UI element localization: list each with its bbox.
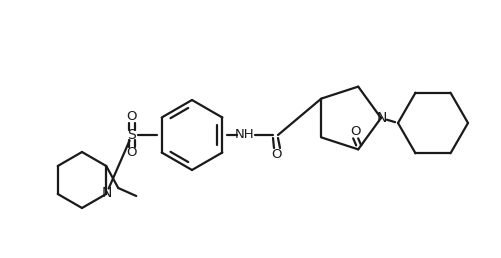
Text: O: O xyxy=(126,110,137,124)
Text: NH: NH xyxy=(235,128,255,141)
Text: S: S xyxy=(127,128,136,142)
Text: O: O xyxy=(349,125,360,138)
Text: N: N xyxy=(376,111,386,125)
Text: O: O xyxy=(271,149,282,162)
Text: N: N xyxy=(102,186,112,200)
Text: O: O xyxy=(126,147,137,159)
